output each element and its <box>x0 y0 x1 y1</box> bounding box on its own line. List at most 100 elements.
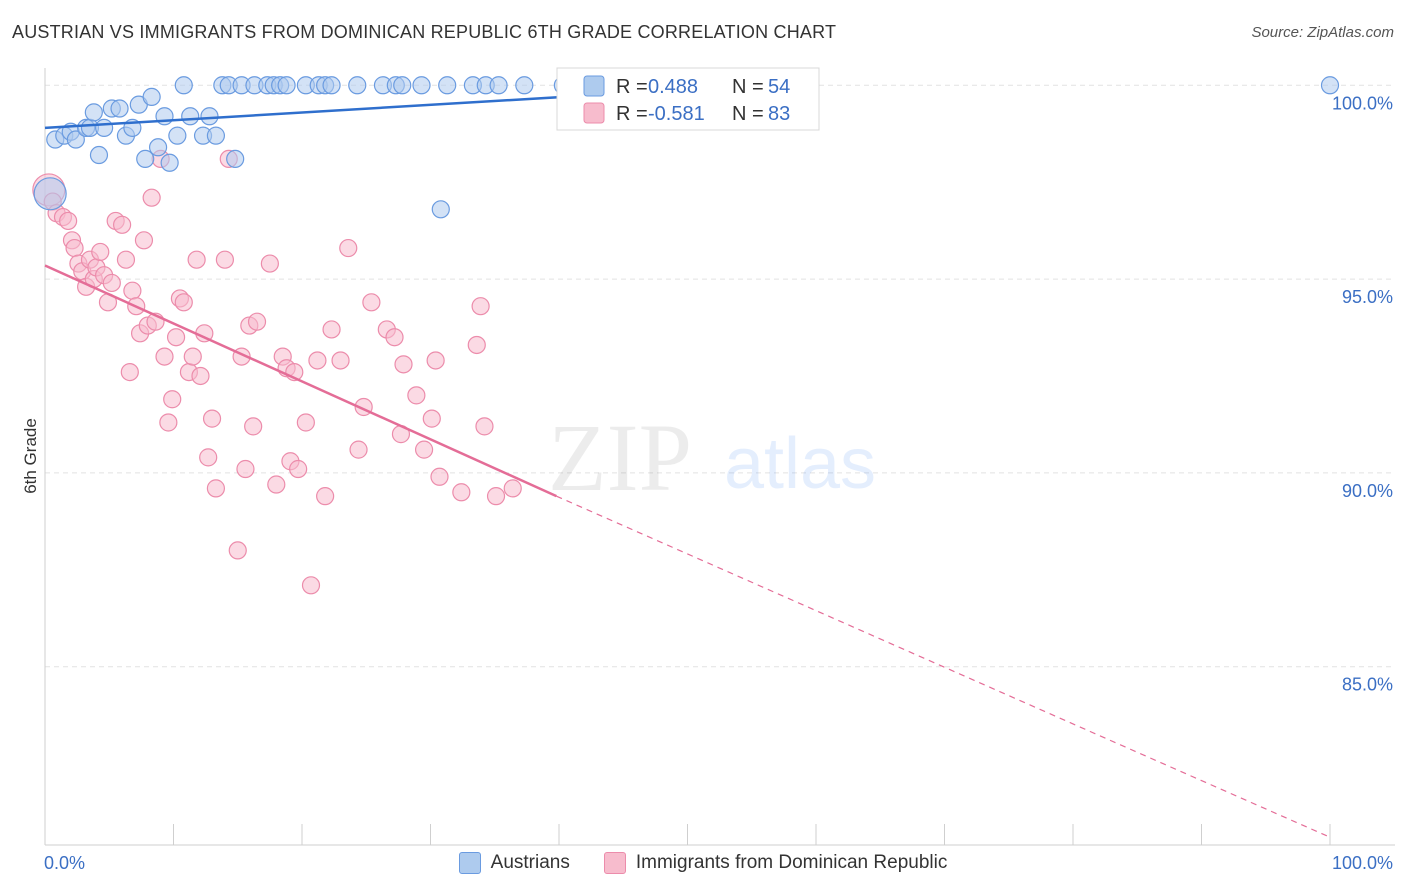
legend-swatch-austrians <box>458 852 481 874</box>
axes <box>44 68 1395 846</box>
pink-point <box>59 211 78 231</box>
legend-r-label-2: R = <box>616 103 648 125</box>
pink-point <box>296 413 315 432</box>
blue-point <box>142 87 161 106</box>
pink-point <box>289 459 308 479</box>
pink-point <box>407 386 426 405</box>
pink-point <box>452 483 471 502</box>
pink-point <box>102 273 121 293</box>
blue-point <box>412 76 431 95</box>
legend-n-value-1: 54 <box>768 76 790 98</box>
pink-point <box>120 362 139 382</box>
pink-point <box>163 390 182 409</box>
blue-point <box>174 76 193 95</box>
blue-point <box>226 149 245 169</box>
legend-n-label-1: N = <box>732 76 764 98</box>
pink-point <box>123 281 142 300</box>
y-tick-label: 100.0% <box>1332 93 1393 113</box>
pink-point <box>116 250 136 269</box>
blue-point <box>168 126 187 145</box>
pink-point <box>166 328 186 347</box>
pink-point <box>339 238 358 258</box>
x-tick-labels: 0.0% 100.0% <box>44 853 1393 873</box>
pink-point <box>426 351 445 370</box>
watermark: ZIP atlas <box>548 404 876 511</box>
legend-swatch-dominican <box>603 852 626 874</box>
legend-n-label-2: N = <box>732 103 764 125</box>
pink-point <box>215 250 234 269</box>
pink-point <box>236 459 255 479</box>
y-tick-labels: 100.0% 95.0% 90.0% 85.0% <box>1332 93 1393 694</box>
blue-point <box>148 138 168 157</box>
pink-point <box>267 475 286 494</box>
x-tick-label-max: 100.0% <box>1332 853 1393 873</box>
pink-point <box>331 351 350 370</box>
blue-point <box>322 76 341 95</box>
pink-point <box>414 440 434 459</box>
blue-point <box>489 76 508 95</box>
legend-swatch-pink <box>583 102 605 124</box>
blue-point <box>160 153 179 172</box>
pink-point <box>183 347 202 366</box>
pink-point <box>187 250 206 269</box>
trend-line-dominican-extension <box>556 495 1331 838</box>
pink-point <box>471 297 490 316</box>
legend-r-label-1: R = <box>616 76 648 98</box>
pink-point <box>385 328 404 347</box>
pink-series-points <box>32 149 522 595</box>
legend-label-austrians: Austrians <box>490 852 570 873</box>
pink-point <box>316 487 335 506</box>
legend-item-austrians: Austrians <box>458 852 570 874</box>
pink-point <box>244 417 263 436</box>
pink-point <box>430 467 449 486</box>
pink-point <box>174 293 193 312</box>
pink-point <box>159 413 178 432</box>
correlation-legend: R = 0.488 N = 54 R = -0.581 N = 83 <box>556 67 820 131</box>
legend-item-dominican: Immigrants from Dominican Republic <box>603 852 948 874</box>
pink-point <box>260 254 279 273</box>
pink-point <box>467 335 486 355</box>
blue-point <box>393 76 412 95</box>
pink-point <box>486 487 506 506</box>
pink-point <box>65 238 84 258</box>
y-tick-label: 90.0% <box>1342 481 1393 501</box>
series-legend: Austrians Immigrants from Dominican Repu… <box>0 852 1406 874</box>
pink-point <box>394 355 413 374</box>
blue-point <box>136 149 155 169</box>
y-axis-title: 6th Grade <box>21 418 40 494</box>
pink-point <box>199 448 218 467</box>
trend-line-dominican <box>44 264 557 498</box>
gridlines <box>45 84 1395 668</box>
pink-point <box>349 440 368 459</box>
y-tick-label: 95.0% <box>1342 287 1393 307</box>
legend-n-value-2: 83 <box>768 103 790 125</box>
blue-point <box>515 76 534 95</box>
x-tick-label-min: 0.0% <box>44 853 85 873</box>
blue-point <box>110 99 129 118</box>
blue-point <box>181 107 200 126</box>
pink-point <box>475 417 494 436</box>
pink-point <box>206 479 226 498</box>
blue-point <box>33 177 67 211</box>
legend-label-dominican: Immigrants from Dominican Republic <box>635 852 948 873</box>
blue-point <box>200 107 219 126</box>
blue-point <box>89 145 109 165</box>
blue-point <box>438 76 457 95</box>
pink-point <box>422 409 441 428</box>
pink-point <box>228 541 247 560</box>
blue-point <box>95 118 114 137</box>
blue-point <box>348 76 367 95</box>
y-tick-label: 85.0% <box>1342 675 1393 695</box>
pink-point <box>362 293 381 312</box>
pink-point <box>322 320 341 339</box>
blue-point <box>277 76 296 95</box>
legend-swatch-blue <box>583 75 605 97</box>
source-label: Source: ZipAtlas.com <box>1251 24 1394 41</box>
pink-point <box>503 479 522 498</box>
blue-series-points <box>33 76 1340 219</box>
pink-point <box>134 231 154 250</box>
pink-point <box>202 409 222 428</box>
blue-point <box>84 103 103 122</box>
pink-point <box>142 188 161 207</box>
